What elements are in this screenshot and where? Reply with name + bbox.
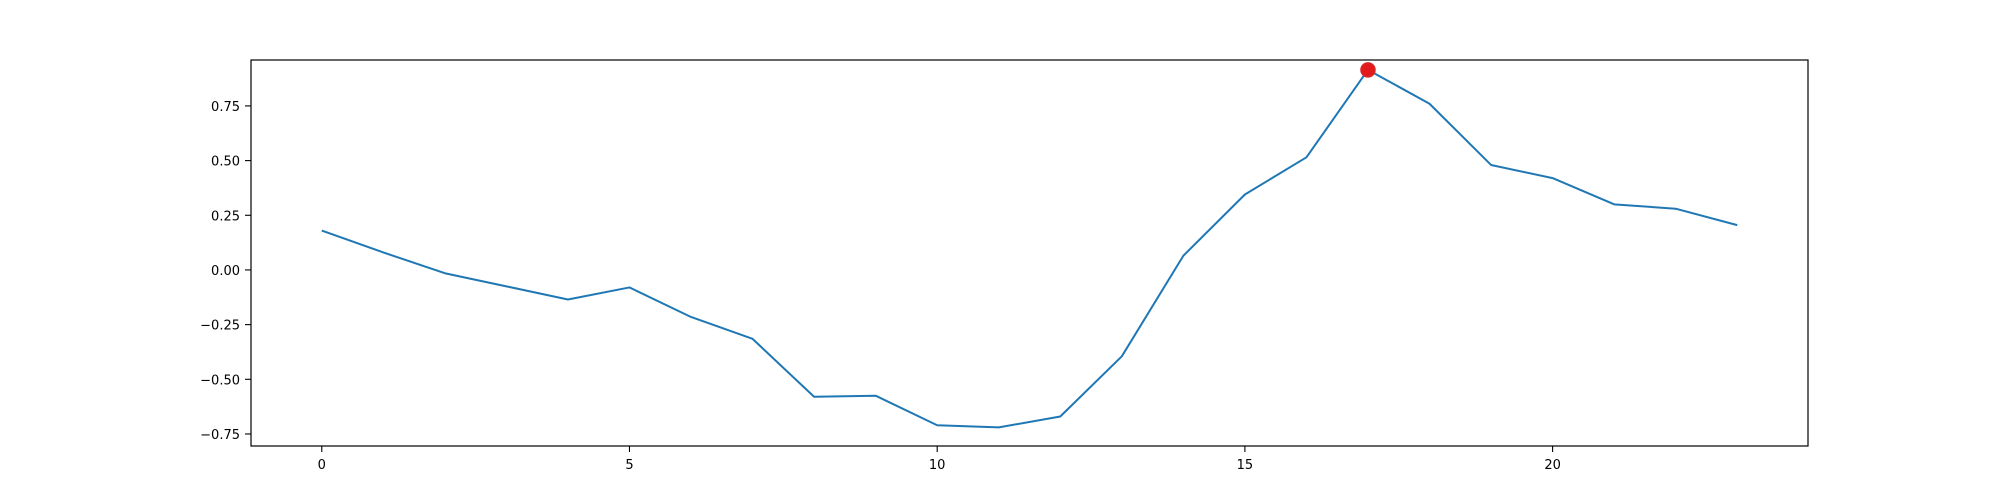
y-tick-label: −0.25 [200,319,240,334]
y-tick-label: −0.75 [200,428,240,443]
x-tick-label: 15 [1237,458,1254,473]
y-tick-label: 0.00 [211,264,240,279]
peak-marker [1360,62,1376,78]
y-tick-label: 0.25 [211,209,240,224]
y-tick-label: 0.75 [211,100,240,115]
x-tick-label: 5 [625,458,633,473]
axes-frame [250,59,1809,447]
y-axis-ticks: −0.75 −0.50 −0.25 0.00 0.25 0.50 0.75 [200,100,251,443]
x-axis-ticks: 0 5 10 15 20 [318,446,1561,473]
marker-layer [1360,62,1376,78]
x-tick-label: 10 [929,458,946,473]
x-tick-label: 20 [1544,458,1561,473]
x-tick-label: 0 [318,458,326,473]
series-layer [321,68,1738,429]
y-tick-label: 0.50 [211,155,240,170]
y-tick-label: −0.50 [200,373,240,388]
series-line [321,68,1738,429]
